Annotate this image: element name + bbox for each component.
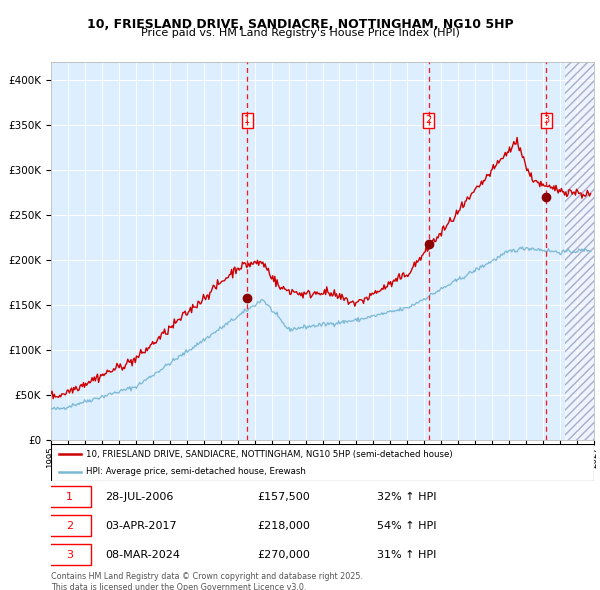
Bar	[565, 62, 594, 440]
Text: £218,000: £218,000	[257, 521, 310, 530]
Text: 2: 2	[66, 521, 73, 530]
Text: HPI: Average price, semi-detached house, Erewash: HPI: Average price, semi-detached house,…	[86, 467, 306, 476]
Text: 3: 3	[543, 116, 549, 126]
Text: 10, FRIESLAND DRIVE, SANDIACRE, NOTTINGHAM, NG10 5HP (semi-detached house): 10, FRIESLAND DRIVE, SANDIACRE, NOTTINGH…	[86, 450, 453, 458]
Text: 54% ↑ HPI: 54% ↑ HPI	[377, 521, 436, 530]
Text: 2: 2	[425, 116, 431, 126]
FancyBboxPatch shape	[48, 486, 91, 507]
Text: 3: 3	[66, 550, 73, 560]
Text: 31% ↑ HPI: 31% ↑ HPI	[377, 550, 436, 560]
Bar	[565, 62, 594, 440]
Text: Contains HM Land Registry data © Crown copyright and database right 2025.
This d: Contains HM Land Registry data © Crown c…	[51, 572, 363, 590]
Text: 1: 1	[66, 491, 73, 502]
Text: 32% ↑ HPI: 32% ↑ HPI	[377, 491, 436, 502]
FancyBboxPatch shape	[48, 515, 91, 536]
FancyBboxPatch shape	[51, 444, 594, 481]
FancyBboxPatch shape	[48, 545, 91, 565]
Text: £157,500: £157,500	[257, 491, 310, 502]
Text: £270,000: £270,000	[257, 550, 310, 560]
Text: 10, FRIESLAND DRIVE, SANDIACRE, NOTTINGHAM, NG10 5HP: 10, FRIESLAND DRIVE, SANDIACRE, NOTTINGH…	[86, 18, 514, 31]
Text: 28-JUL-2006: 28-JUL-2006	[106, 491, 173, 502]
Text: 03-APR-2017: 03-APR-2017	[106, 521, 177, 530]
Text: 08-MAR-2024: 08-MAR-2024	[106, 550, 181, 560]
Text: 1: 1	[244, 116, 250, 126]
Text: Price paid vs. HM Land Registry's House Price Index (HPI): Price paid vs. HM Land Registry's House …	[140, 28, 460, 38]
